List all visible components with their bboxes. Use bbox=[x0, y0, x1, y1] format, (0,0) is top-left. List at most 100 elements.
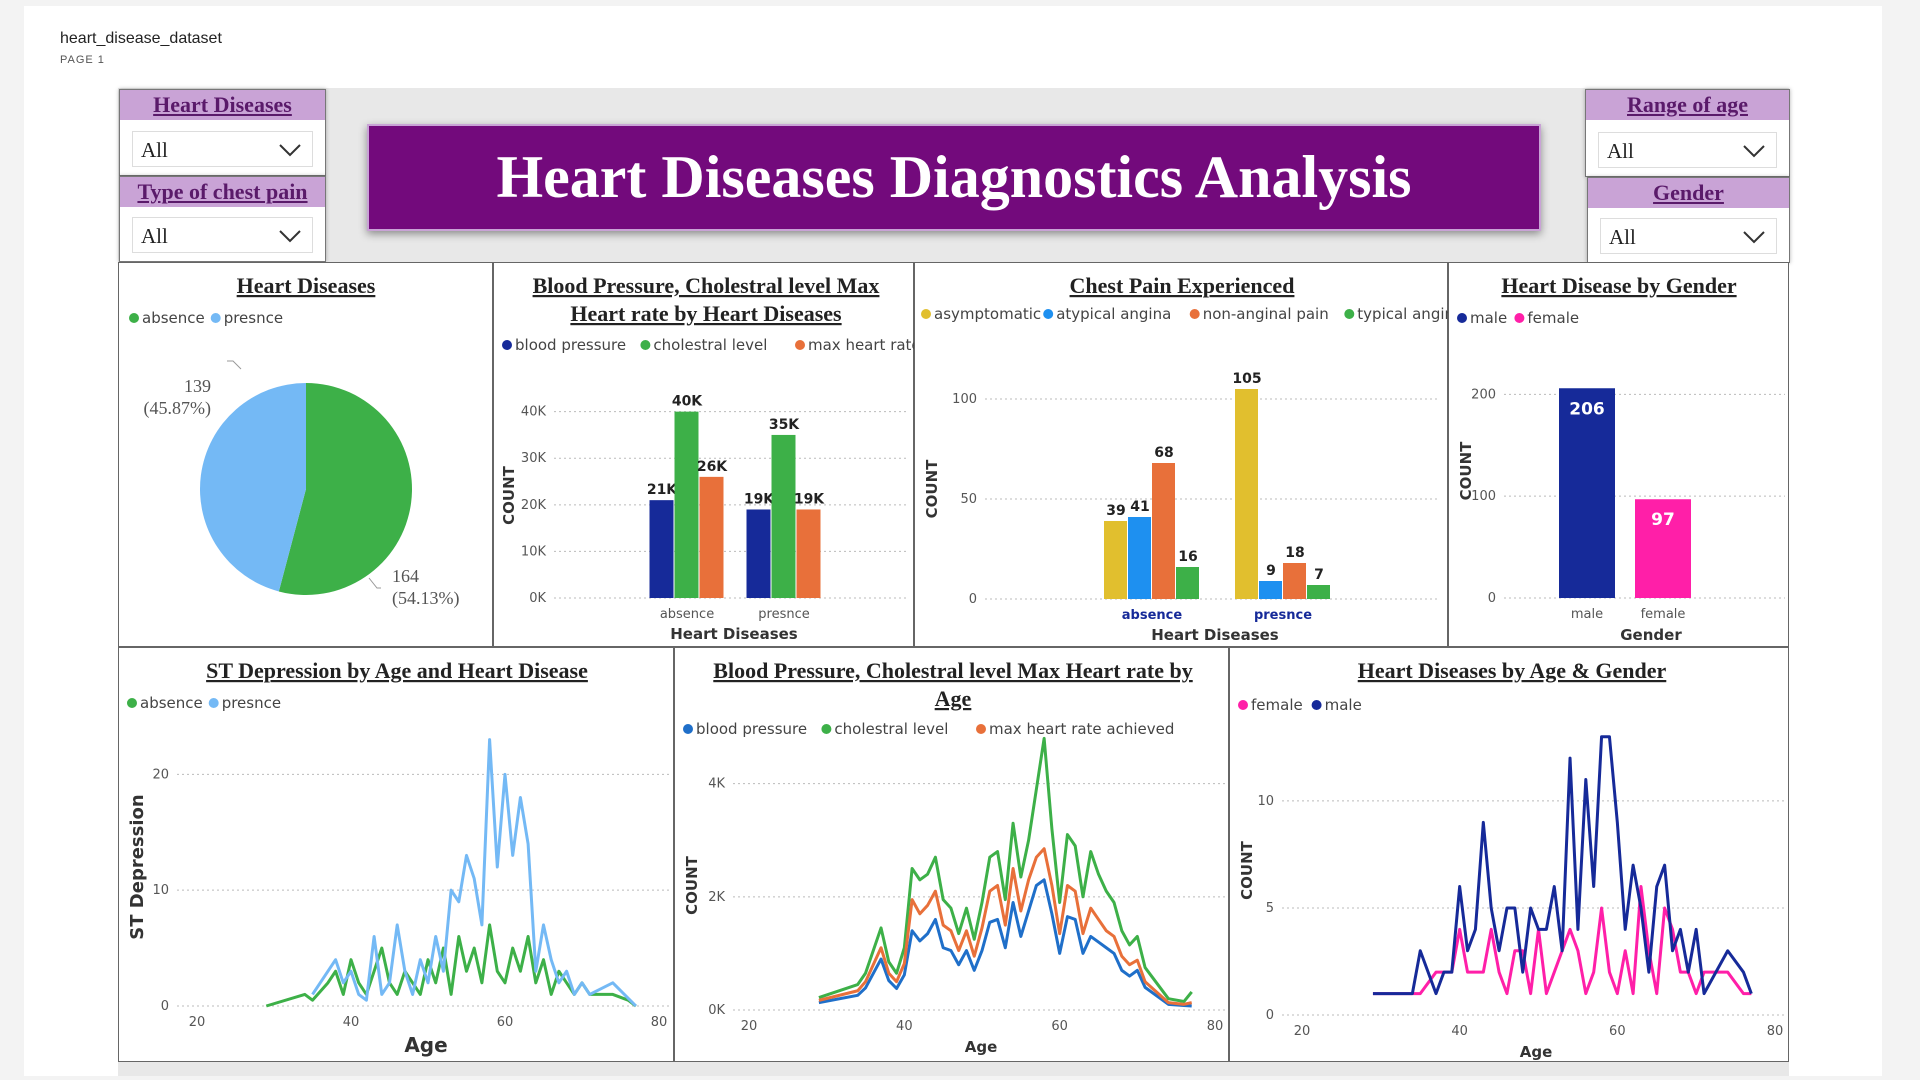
chart-title: Heart rate by Heart Diseases bbox=[570, 301, 842, 326]
x-tick-label: 60 bbox=[1051, 1019, 1068, 1034]
legend-label: max heart rate achieved bbox=[989, 720, 1174, 738]
dropdown-value: All bbox=[1609, 225, 1636, 249]
legend-label: absence bbox=[140, 694, 203, 712]
x-tick-label: male bbox=[1571, 607, 1603, 622]
series-line-max-heart-rate-achieved bbox=[818, 847, 1193, 1006]
bar bbox=[699, 476, 724, 598]
y-tick-label: 200 bbox=[1471, 387, 1496, 402]
legend-marker bbox=[127, 698, 137, 708]
legend-label: asymptomatic bbox=[934, 305, 1041, 323]
legend-marker bbox=[1344, 309, 1355, 319]
legend-label: male bbox=[1470, 309, 1507, 327]
legend-marker bbox=[1514, 313, 1525, 323]
x-axis-label: Age bbox=[404, 1033, 447, 1057]
data-label: 97 bbox=[1651, 510, 1675, 530]
bar bbox=[1259, 581, 1282, 599]
legend-marker bbox=[208, 698, 219, 708]
age-gender-line-chart: Heart Diseases by Age & Gender female male… bbox=[1238, 658, 1785, 1061]
st-line-panel[interactable]: ST Depression by Age and Heart Disease ab… bbox=[118, 647, 674, 1062]
series-line-presnce bbox=[311, 738, 637, 1008]
y-tick-label: 0 bbox=[1266, 1008, 1274, 1023]
x-tick-label: female bbox=[1641, 607, 1686, 622]
gender-dropdown[interactable]: All bbox=[1600, 218, 1777, 254]
heart-diseases-dropdown[interactable]: All bbox=[132, 131, 313, 167]
heart-diseases-pie-chart: Heart Diseases absence presnce 164(54.13%) 1… bbox=[129, 273, 459, 609]
x-tick-label: 60 bbox=[497, 1015, 514, 1030]
legend-label: cholestral level bbox=[834, 720, 948, 738]
dropdown-value: All bbox=[141, 138, 168, 162]
data-label: 9 bbox=[1266, 563, 1276, 579]
dashboard-title: Heart Diseases Diagnostics Analysis bbox=[367, 124, 1541, 231]
bp-by-age-line-chart: Blood Pressure, Cholestral level Max Hea… bbox=[683, 658, 1225, 1056]
bar bbox=[1128, 517, 1151, 599]
chest-pain-slicer: Type of chest pain All bbox=[119, 176, 326, 262]
data-label: 7 bbox=[1314, 567, 1324, 583]
pie-chart-panel[interactable]: Heart Diseases absence presnce 164 (54.13%) 1… bbox=[118, 262, 493, 647]
x-tick-label: 20 bbox=[741, 1019, 758, 1034]
legend-label: presnce bbox=[224, 309, 283, 327]
chest-pain-dropdown[interactable]: All bbox=[132, 217, 313, 253]
legend-marker bbox=[1311, 700, 1322, 710]
x-tick-label: 80 bbox=[651, 1015, 668, 1030]
legend-label: blood pressure bbox=[696, 720, 807, 738]
data-label: 105 bbox=[1232, 371, 1261, 387]
data-label: (45.87%) bbox=[144, 398, 211, 419]
data-label: 206 bbox=[1569, 399, 1605, 419]
bar bbox=[1635, 499, 1691, 598]
y-tick-label: 100 bbox=[1471, 489, 1496, 504]
y-tick-label: 40K bbox=[521, 405, 547, 420]
y-tick-label: 0 bbox=[969, 592, 977, 607]
data-label: 26K bbox=[697, 459, 728, 475]
chevron-down-icon bbox=[1743, 145, 1765, 158]
age-range-dropdown[interactable]: All bbox=[1598, 132, 1777, 168]
x-tick-label: 40 bbox=[343, 1015, 360, 1030]
bar bbox=[771, 434, 796, 598]
y-axis-label: COUNT bbox=[1238, 840, 1256, 899]
data-label: 139 bbox=[184, 376, 211, 396]
chart-title: ST Depression by Age and Heart Disease bbox=[206, 658, 588, 683]
y-tick-label: 100 bbox=[952, 392, 977, 407]
x-tick-label: 40 bbox=[896, 1019, 913, 1034]
legend-label: max heart rate a... bbox=[808, 336, 915, 354]
y-tick-label: 0 bbox=[1488, 591, 1496, 606]
legend-marker bbox=[129, 313, 139, 323]
y-axis-label: COUNT bbox=[1457, 441, 1475, 500]
data-label: 68 bbox=[1154, 445, 1173, 461]
age-line-panel[interactable]: Blood Pressure, Cholestral level Max Hea… bbox=[674, 647, 1229, 1062]
data-label: 21K bbox=[647, 482, 678, 498]
legend-label: non-anginal pain bbox=[1203, 305, 1329, 323]
st-depression-line-chart: ST Depression by Age and Heart Diseaseab… bbox=[127, 658, 669, 1057]
legend-marker bbox=[1238, 700, 1248, 710]
chest-pain-bar-chart: Chest Pain Experienced asymptomatic atypic… bbox=[921, 273, 1449, 644]
legend-marker bbox=[1457, 313, 1467, 323]
data-label: 164 bbox=[392, 566, 419, 586]
bar bbox=[674, 411, 699, 598]
x-tick-label: 20 bbox=[189, 1015, 206, 1030]
y-tick-label: 10 bbox=[1257, 794, 1274, 809]
data-label: 19K bbox=[744, 491, 775, 507]
data-label: 39 bbox=[1106, 503, 1125, 519]
data-label: 19K bbox=[794, 491, 825, 507]
age-range-slicer: Range of age All bbox=[1585, 89, 1790, 177]
chart-title: Heart Disease by Gender bbox=[1501, 273, 1736, 298]
data-label: 18 bbox=[1285, 545, 1304, 561]
data-label: 16 bbox=[1178, 549, 1197, 565]
x-axis-label: Heart Diseases bbox=[670, 625, 798, 643]
x-tick-label: 20 bbox=[1294, 1024, 1311, 1039]
y-axis-label: COUNT bbox=[500, 465, 518, 524]
gender-bar-panel[interactable]: Heart Disease by Gender male female 0 100 200… bbox=[1448, 262, 1789, 647]
legend-label: cholestral level bbox=[653, 336, 767, 354]
bar bbox=[1176, 567, 1199, 599]
legend-label: absence bbox=[142, 309, 205, 327]
chest-bar-panel[interactable]: Chest Pain Experienced asymptomatic atypic… bbox=[914, 262, 1449, 647]
bar bbox=[796, 509, 821, 598]
agegender-line-panel[interactable]: Heart Diseases by Age & Gender female male… bbox=[1229, 647, 1789, 1062]
data-label: (54.13%) bbox=[392, 588, 459, 609]
chart-title: Chest Pain Experienced bbox=[1070, 273, 1295, 298]
legend-label: female bbox=[1251, 696, 1303, 714]
bp-bar-panel[interactable]: Blood Pressure, Cholestral level Max Hear… bbox=[493, 262, 915, 647]
y-tick-label: 0K bbox=[529, 591, 546, 606]
y-tick-label: 2K bbox=[708, 890, 725, 905]
chart-title: Age bbox=[935, 686, 972, 711]
data-label: 40K bbox=[672, 394, 703, 410]
